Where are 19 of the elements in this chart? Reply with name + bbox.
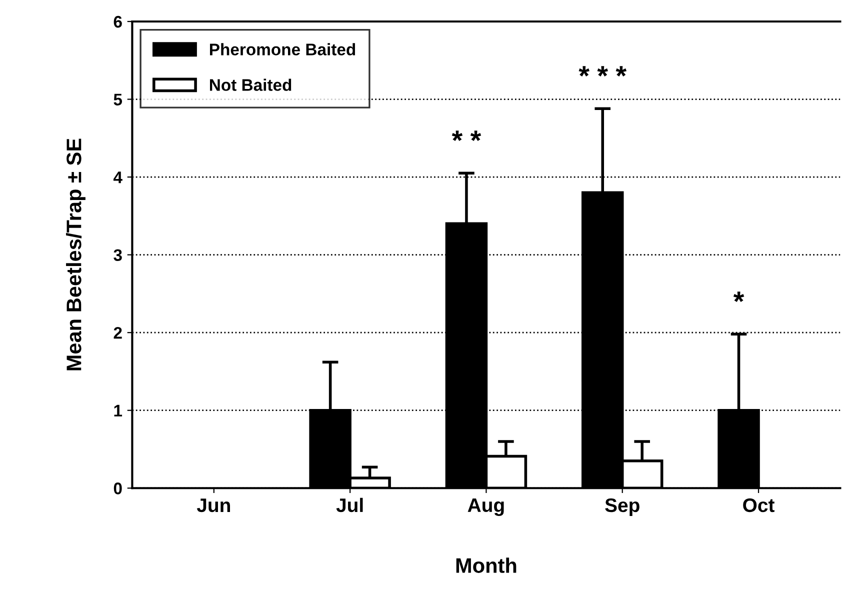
x-tick-label: Jun <box>196 498 230 512</box>
x-tick-label: Oct <box>743 498 774 512</box>
x-tick-label: Aug <box>468 498 504 516</box>
y-tick-label: 5 <box>114 94 122 106</box>
y-tick-label: 0 <box>114 482 122 494</box>
y-tick-label: 1 <box>114 404 122 416</box>
y-tick-label: 3 <box>114 249 122 262</box>
x-axis-title: Month <box>456 558 516 573</box>
annotation: * * <box>452 130 482 141</box>
y-tick-label: 2 <box>114 326 122 339</box>
y-tick-label: 4 <box>113 172 122 184</box>
annotation: * * * <box>578 66 627 76</box>
legend-label: Pheromone Baited <box>210 43 356 56</box>
x-tick-label: Sep <box>605 498 640 516</box>
y-tick-label: 6 <box>114 16 122 28</box>
annotation: * <box>733 292 744 302</box>
legend-label: Not Baited <box>210 78 292 91</box>
y-axis-title: Mean Beetles/Trap ± SE <box>66 138 86 370</box>
x-tick-label: Jul <box>336 498 363 512</box>
